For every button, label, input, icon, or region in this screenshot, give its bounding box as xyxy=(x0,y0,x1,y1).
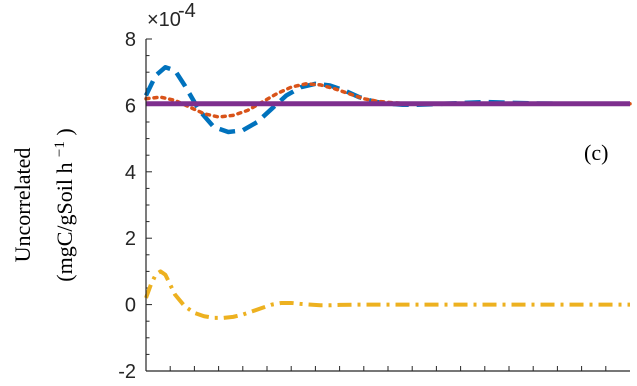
y-axis-label-close-paren: ) xyxy=(52,128,77,135)
series-line-dotted-1 xyxy=(144,82,632,119)
series-line-dashdot-2 xyxy=(144,269,630,320)
panel-label: (c) xyxy=(584,140,608,165)
series-line-dashed-0 xyxy=(143,64,630,135)
y-tick-label: -2 xyxy=(118,361,136,383)
y-axis-multiplier-base: ×10 xyxy=(147,9,181,31)
x-axis-ticks xyxy=(169,366,607,371)
y-tick-label: 6 xyxy=(125,95,136,117)
y-axis-label-line1: Uncorrelated xyxy=(10,148,35,263)
y-axis-multiplier: ×10 -4 xyxy=(147,0,196,31)
y-tick-label: 0 xyxy=(125,295,136,317)
y-axis-label-line2: (mgC/gSoil h −1 ) xyxy=(44,128,77,281)
y-axis-label: Uncorrelated (mgC/gSoil h −1 ) xyxy=(10,128,77,281)
y-tick-label: 2 xyxy=(125,228,136,250)
y-tick-label: 4 xyxy=(125,162,136,184)
y-axis-multiplier-exponent: -4 xyxy=(178,0,196,22)
y-tick-label: 8 xyxy=(125,29,136,51)
series-layer xyxy=(143,64,632,320)
y-axis-ticks: -2 0 2 4 6 8 xyxy=(118,29,152,383)
y-axis-label-unit-exponent: −1 xyxy=(52,141,68,157)
y-axis-label-unit: (mgC/gSoil h xyxy=(52,163,77,282)
